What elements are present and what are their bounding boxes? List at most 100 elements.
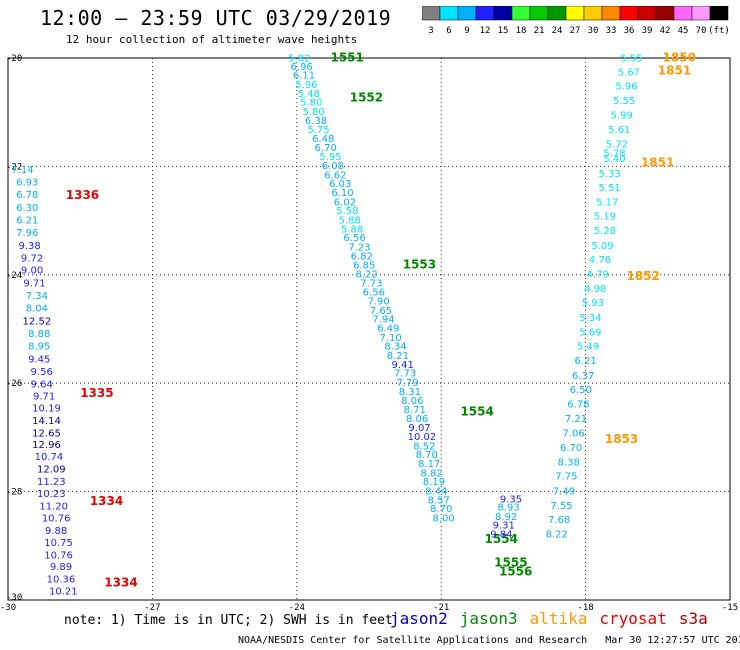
wave-height-value: 6.49 <box>377 324 399 335</box>
wave-height-value: 5.48 <box>298 89 320 100</box>
color-scale-label: 6 <box>446 26 451 36</box>
wave-height-value: 5.80 <box>300 98 322 109</box>
wave-height-value: 7.49 <box>553 486 575 497</box>
longitude-tick-label: -27 <box>144 603 160 613</box>
pass-number-label: 1850 <box>663 50 696 64</box>
wave-height-value: 7.10 <box>380 333 402 344</box>
wave-height-value: 6.70 <box>315 143 337 154</box>
wave-height-value: 4.76 <box>589 255 611 266</box>
wave-height-value: 9.56 <box>31 367 53 378</box>
wave-height-value: 11.23 <box>37 477 66 488</box>
wave-height-value: 9.71 <box>23 279 45 290</box>
wave-height-value: 8.22 <box>355 270 377 281</box>
longitude-tick-label: -21 <box>433 603 449 613</box>
wave-height-value: 5.34 <box>579 313 601 324</box>
wave-height-value: 9.88 <box>45 526 67 537</box>
wave-height-value: 8.88 <box>28 329 50 340</box>
wave-height-value: 10.74 <box>35 452 64 463</box>
wave-height-value: 5.09 <box>591 241 613 252</box>
wave-height-value: 5.69 <box>579 328 601 339</box>
wave-height-value: 5.61 <box>608 125 630 136</box>
color-scale-label: 3 <box>428 26 433 36</box>
color-scale-label: 27 <box>570 26 581 36</box>
wave-height-value: 5.95 <box>319 152 341 163</box>
wave-height-value: 6.10 <box>331 188 353 199</box>
wave-height-value: 5.58 <box>336 206 358 217</box>
wave-height-value: 5.93 <box>582 298 604 309</box>
wave-height-value: 5.40 <box>603 154 625 165</box>
wave-height-value: 6.96 <box>290 62 312 73</box>
wave-height-value: 10.23 <box>37 489 66 500</box>
wave-height-value: 7.23 <box>348 242 370 253</box>
color-swatch <box>709 6 729 21</box>
wave-height-value: 8.70 <box>416 450 438 461</box>
latitude-tick-label: -28 <box>6 488 22 498</box>
wave-height-value: 8.71 <box>404 405 426 416</box>
wave-height-value: 6.78 <box>567 400 589 411</box>
wave-height-value: 6.56 <box>343 233 365 244</box>
satellite-legend: jason2 jason3 altika cryosat s3a <box>390 609 720 628</box>
wave-height-value: 5.88 <box>339 215 361 226</box>
wave-height-value: 8.17 <box>418 459 440 470</box>
wave-height-value: 8.00 <box>432 513 454 524</box>
wave-height-value: 5.67 <box>618 67 640 78</box>
wave-height-value: 7.94 <box>372 314 394 325</box>
wave-height-value: 7.96 <box>16 228 38 239</box>
credit-line: NOAA/NESDIS Center for Satellite Applica… <box>238 635 740 646</box>
longitude-tick-label: -18 <box>577 603 593 613</box>
wave-height-value: 6.82 <box>351 252 373 263</box>
wave-height-value: 12.09 <box>37 465 66 476</box>
latitude-tick-label: -30 <box>6 593 22 603</box>
wave-height-value: 7.79 <box>396 378 418 389</box>
color-scale-label: 45 <box>678 26 689 36</box>
wave-height-value: 8.82 <box>420 468 442 479</box>
wave-height-value: 5.17 <box>596 197 618 208</box>
wave-height-value: 7.21 <box>565 414 587 425</box>
pass-number-label: 1554 <box>460 405 493 419</box>
wave-height-value: 10.76 <box>44 550 73 561</box>
latitude-tick-label: -24 <box>6 271 22 281</box>
wave-height-value: 7.75 <box>555 472 577 483</box>
legend-item-cryosat: cryosat <box>599 609 667 628</box>
wave-height-value: 9.72 <box>21 253 43 264</box>
wave-height-value: 8.19 <box>423 477 445 488</box>
wave-height-value: 8.44 <box>425 486 447 497</box>
wave-height-value: 10.36 <box>47 575 76 586</box>
wave-height-value: 14.14 <box>32 416 61 427</box>
latitude-tick-label: -22 <box>6 162 22 172</box>
wave-height-value: 6.78 <box>16 190 38 201</box>
wave-height-value: 6.50 <box>570 385 592 396</box>
pass-number-label: 1556 <box>499 565 532 579</box>
wave-height-value: 10.76 <box>42 513 71 524</box>
legend-item-s3a: s3a <box>678 609 708 628</box>
wave-height-value: 5.88 <box>341 225 363 236</box>
color-scale-label: 70 <box>696 26 707 36</box>
wave-height-value: 5.19 <box>594 212 616 223</box>
wave-height-value: 9.31 <box>493 520 515 531</box>
color-scale-bar: 3 6 9 12 15 18 21 24 27 30 33 36 39 42 45 70 (ft) <box>422 6 730 36</box>
wave-height-value: 5.55 <box>620 53 642 64</box>
longitude-tick-label: -24 <box>289 603 305 613</box>
wave-height-value: 8.34 <box>384 342 406 353</box>
pass-number-label: 1551 <box>330 50 363 64</box>
wave-height-value: 8.31 <box>399 387 421 398</box>
wave-height-value: 6.21 <box>16 215 38 226</box>
wave-height-value: 9.84 <box>490 530 512 541</box>
wave-height-value: 7.68 <box>548 515 570 526</box>
pass-number-label: 1334 <box>104 575 137 589</box>
wave-height-value: 9.41 <box>392 360 414 371</box>
wave-height-value: 8.21 <box>387 351 409 362</box>
page-title: 12:00 – 23:59 UTC 03/29/2019 <box>40 6 392 30</box>
wave-height-value: 6.21 <box>574 356 596 367</box>
wave-height-value: 7.14 <box>11 165 33 176</box>
wave-height-value: 8.92 <box>495 512 517 523</box>
color-scale-label: 18 <box>516 26 527 36</box>
wave-height-value: 7.55 <box>550 501 572 512</box>
wave-height-value: 5.28 <box>594 226 616 237</box>
wave-height-value: 6.30 <box>16 203 38 214</box>
color-scale-label: 15 <box>498 26 509 36</box>
color-scale-label: 24 <box>552 26 563 36</box>
wave-height-value: 8.57 <box>428 496 450 507</box>
pass-number-label: 1555 <box>494 555 527 569</box>
